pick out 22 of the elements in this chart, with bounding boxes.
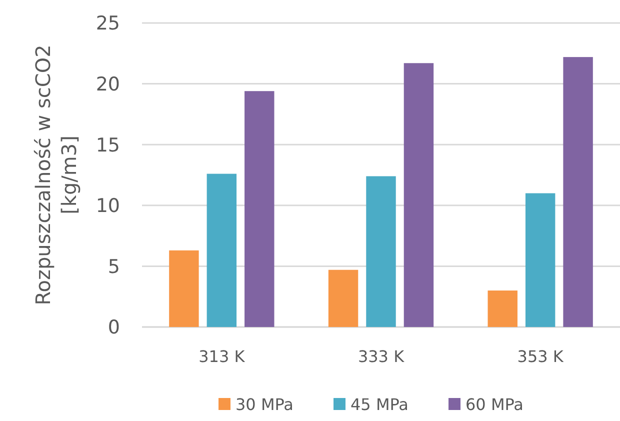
bar [404, 63, 434, 327]
bar [563, 57, 593, 327]
x-tick-label: 353 K [517, 347, 564, 366]
y-tick-label: 20 [96, 73, 120, 96]
bar [328, 270, 358, 327]
y-tick-label: 5 [108, 256, 120, 278]
bar [169, 250, 199, 327]
bar [525, 193, 556, 327]
y-tick-label: 10 [96, 195, 120, 218]
bar [366, 176, 396, 327]
y-tick-label: 0 [108, 316, 120, 339]
x-tick-label: 313 K [198, 347, 246, 366]
bar [488, 290, 518, 327]
bar [206, 174, 237, 327]
bar [244, 91, 274, 327]
y-tick-label: 15 [96, 134, 120, 156]
legend-label: 30 MPa [236, 395, 294, 414]
legend-label: 60 MPa [466, 395, 524, 414]
y-axis-title: Rozpuszczalność w scCO2 [kg/m3] [31, 44, 81, 306]
x-tick-label: 333 K [358, 347, 405, 366]
legend-label: 45 MPa [350, 395, 408, 414]
y-tick-label: 25 [96, 12, 120, 35]
